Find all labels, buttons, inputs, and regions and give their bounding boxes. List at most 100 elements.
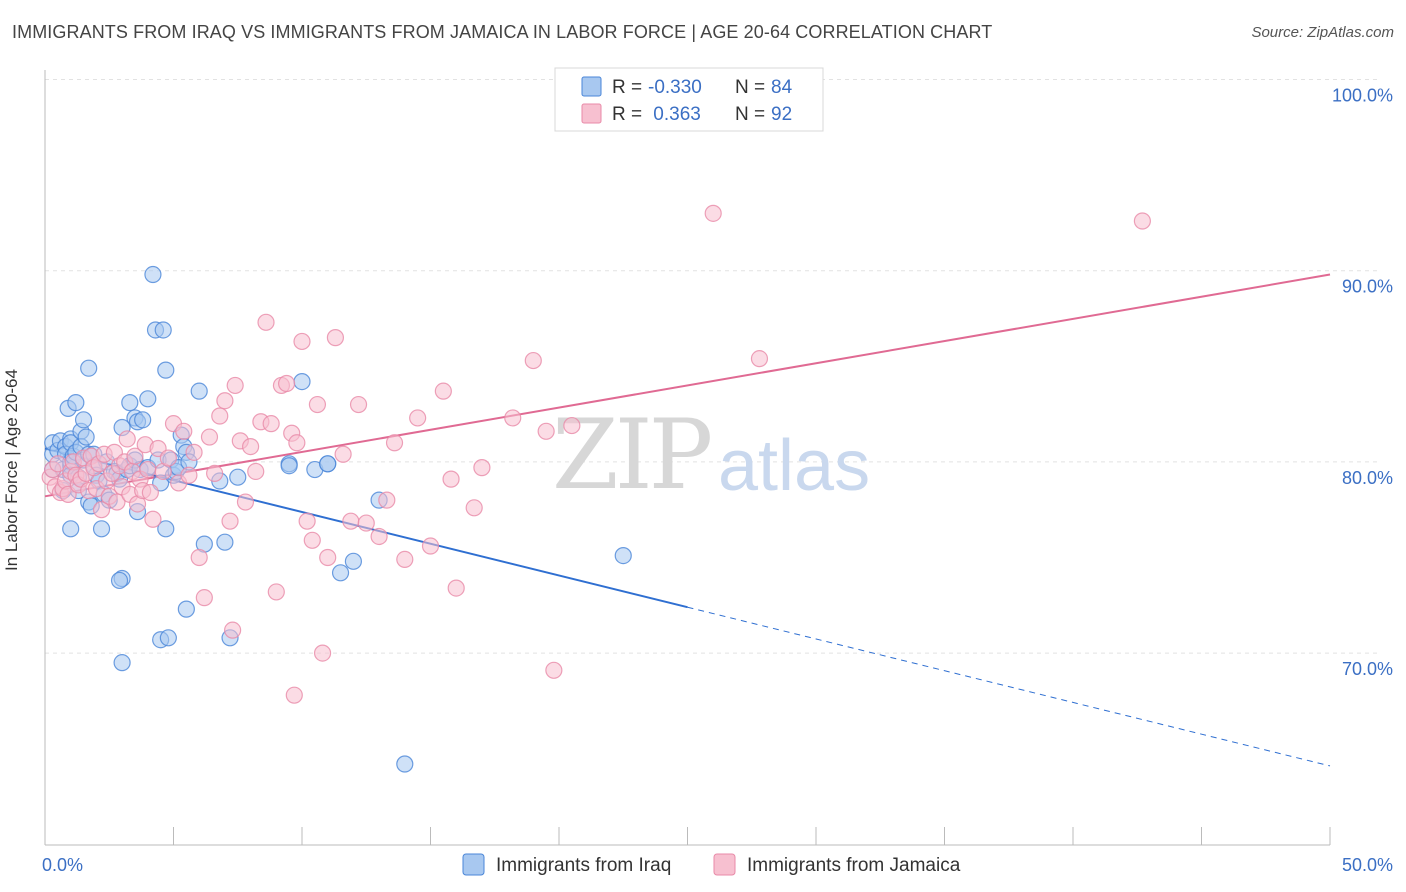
jamaica-point: [185, 443, 203, 461]
iraq-point: [216, 533, 234, 551]
jamaica-point: [326, 329, 345, 347]
jamaica-point: [242, 438, 260, 456]
y-tick-label: 70.0%: [1342, 659, 1393, 679]
iraq-point: [144, 265, 162, 284]
jamaica-point: [236, 493, 255, 511]
iraq-point: [121, 394, 139, 412]
jamaica-point: [139, 460, 157, 479]
jamaica-point: [293, 332, 311, 351]
jamaica-point: [704, 204, 722, 222]
jamaica-point: [319, 548, 337, 567]
jamaica-point: [257, 313, 275, 331]
jamaica-point: [226, 376, 244, 395]
jamaica-point: [141, 483, 159, 502]
jamaica-point: [190, 548, 208, 567]
jamaica-point: [211, 407, 229, 425]
jamaica-point: [370, 527, 388, 546]
jamaica-point: [465, 499, 483, 517]
jamaica-point: [524, 351, 542, 370]
jamaica-point: [313, 644, 332, 662]
jamaica-point: [308, 395, 327, 414]
gridlines: [45, 79, 1380, 654]
jamaica-point: [195, 589, 213, 607]
jamaica-point: [206, 464, 224, 482]
jamaica-point: [303, 531, 321, 549]
x-tick-label: 50.0%: [1342, 855, 1393, 875]
iraq-point: [74, 411, 93, 429]
jamaica-point: [126, 447, 144, 465]
bottom-legend-swatch-iraq: [462, 853, 485, 876]
jamaica-point: [92, 501, 111, 519]
jamaica-point: [298, 512, 316, 530]
legend-r-value-iraq: -0.330: [648, 77, 702, 98]
jamaica-point: [159, 449, 177, 467]
bottom-legend-swatch-jamaica: [713, 853, 736, 876]
iraq-point: [80, 359, 98, 377]
jamaica-point: [442, 470, 460, 488]
iraq-point: [229, 468, 247, 486]
jamaica-point: [267, 583, 285, 601]
jamaica-point: [385, 434, 404, 452]
jamaica-point: [447, 579, 465, 597]
iraq-point: [77, 428, 95, 446]
jamaica-point: [342, 512, 360, 530]
bottom-legend-label-jamaica: Immigrants from Jamaica: [747, 855, 961, 876]
chart-title: IMMIGRANTS FROM IRAQ VS IMMIGRANTS FROM …: [12, 22, 993, 42]
jamaica-point: [224, 621, 242, 639]
bottom-legend-label-iraq: Immigrants from Iraq: [496, 855, 671, 876]
jamaica-point: [180, 466, 198, 484]
legend-n-label-jamaica: N =: [735, 104, 765, 125]
iraq-point: [293, 372, 311, 391]
legend-n-value-iraq: 84: [771, 77, 793, 98]
jamaica-point: [537, 422, 555, 440]
jamaica-point: [396, 550, 414, 569]
jamaica-point: [750, 350, 769, 368]
iraq-point: [134, 411, 152, 429]
iraq-point: [159, 629, 177, 647]
iraq-point: [614, 546, 632, 565]
iraq-point: [92, 520, 111, 538]
x-tick-labels: 0.0% 50.0%: [42, 855, 1393, 875]
jamaica-point: [1133, 212, 1151, 230]
jamaica-point: [434, 382, 452, 400]
iraq-point: [396, 755, 414, 773]
bottom-legend: Immigrants from Iraq Immigrants from Jam…: [462, 853, 961, 876]
watermark: ZIP atlas: [552, 399, 870, 511]
jamaica-point: [334, 445, 352, 463]
iraq-point: [157, 520, 175, 538]
legend-n-label-iraq: N =: [735, 77, 765, 98]
jamaica-point: [563, 416, 581, 435]
legend: R = -0.330 N = 84 R = 0.363 N = 92: [554, 67, 824, 132]
iraq-point: [177, 600, 195, 618]
watermark-zip: ZIP: [552, 399, 711, 511]
jamaica-point: [247, 462, 265, 481]
watermark-atlas: atlas: [718, 426, 870, 506]
jamaica-point: [200, 428, 219, 446]
legend-swatch-iraq: [581, 76, 602, 97]
jamaica-point: [285, 686, 303, 704]
iraq-point: [110, 571, 129, 590]
y-tick-label: 80.0%: [1342, 468, 1393, 488]
jamaica-point: [175, 422, 193, 440]
jamaica-point: [357, 514, 375, 532]
iraq-point: [154, 321, 172, 339]
trend-line-iraq-extension: [687, 606, 1331, 767]
jamaica-point: [108, 493, 126, 511]
jamaica-point: [221, 512, 239, 530]
jamaica-point: [504, 409, 522, 427]
iraq-point: [280, 457, 298, 475]
jamaica-point: [216, 392, 234, 410]
trend-line-jamaica: [44, 273, 1331, 498]
iraq-point: [157, 361, 175, 379]
legend-r-label-jamaica: R =: [612, 104, 642, 125]
jamaica-point: [545, 661, 563, 679]
jamaica-point: [421, 537, 440, 555]
iraq-point: [190, 382, 208, 400]
y-tick-labels: 70.0% 80.0% 90.0% 100.0%: [1332, 86, 1393, 680]
jamaica-point: [349, 395, 368, 414]
iraq-point: [67, 394, 85, 412]
jamaica-point: [144, 510, 162, 528]
iraq-point: [113, 654, 131, 672]
jamaica-point: [262, 415, 280, 433]
jamaica-point: [473, 459, 491, 477]
